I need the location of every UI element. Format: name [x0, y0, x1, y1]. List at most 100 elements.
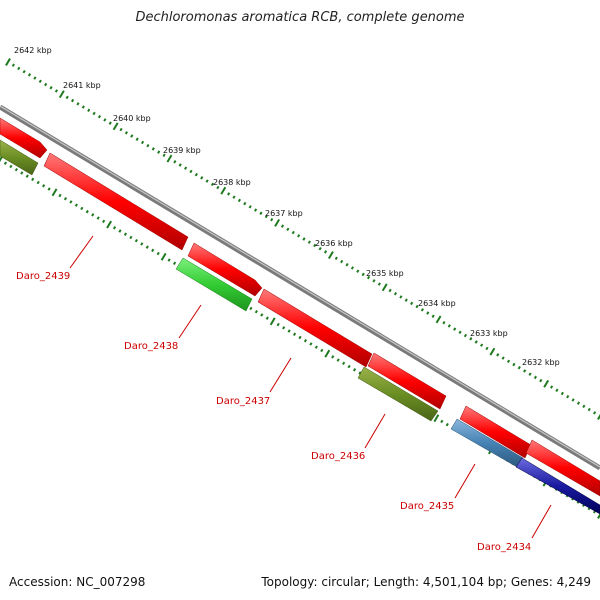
minor-tick [253, 208, 258, 212]
gene-feature-navy[interactable] [515, 457, 600, 515]
minor-tick [334, 256, 338, 261]
scale-labels: 2642 kbp 2641 kbp 2640 kbp 2639 kbp 2638… [14, 46, 560, 367]
minor-tick [496, 353, 500, 357]
minor-tick [140, 140, 145, 145]
minor-tick [140, 242, 144, 246]
minor-tick [216, 185, 220, 190]
minor-tick [17, 66, 21, 71]
gene-feature-red[interactable] [0, 117, 48, 159]
genome-backbone [0, 104, 600, 471]
gene-feature-red[interactable] [525, 439, 600, 497]
minor-tick [270, 217, 274, 222]
minor-tick [399, 295, 403, 299]
major-tick [274, 218, 281, 227]
minor-tick [254, 309, 258, 314]
minor-tick [302, 237, 306, 241]
minor-tick [11, 63, 15, 67]
minor-tick [194, 172, 198, 177]
gene-feature-red[interactable] [257, 288, 373, 368]
minor-tick [134, 238, 138, 243]
gene-feature-red[interactable] [43, 152, 189, 251]
minor-tick [112, 226, 117, 230]
minor-tick [587, 407, 591, 412]
gene-labels: Daro_2439 Daro_2438 Daro_2437 Daro_2436 … [16, 271, 531, 553]
minor-tick [38, 79, 42, 84]
minor-tick [523, 369, 527, 373]
minor-tick [555, 388, 559, 392]
gene-feature-red[interactable] [367, 352, 447, 410]
minor-tick [347, 364, 351, 369]
minor-tick [259, 211, 263, 215]
minor-tick [145, 245, 149, 249]
minor-tick [309, 342, 313, 346]
minor-tick [350, 266, 355, 270]
minor-tick [248, 205, 252, 209]
minor-tick [157, 150, 161, 154]
minor-tick [372, 279, 376, 283]
minor-tick [320, 348, 324, 353]
minor-tick [167, 258, 171, 262]
minor-tick [189, 169, 193, 174]
minor-tick [297, 234, 301, 238]
gene-feature-green[interactable] [175, 257, 253, 312]
major-tick [5, 58, 11, 66]
minor-tick [119, 127, 123, 132]
minor-tick [539, 378, 543, 383]
minor-tick [571, 398, 575, 402]
minor-tick [331, 355, 335, 359]
minor-tick [129, 235, 133, 240]
minor-tick [307, 240, 311, 244]
minor-tick [27, 73, 32, 77]
minor-tick [593, 411, 597, 415]
major-tick [597, 513, 600, 519]
minor-tick [445, 422, 449, 427]
minor-tick [287, 329, 291, 333]
scale-label: 2639 kbp [163, 146, 201, 155]
minor-tick [65, 95, 69, 100]
gene-feature-red[interactable] [187, 242, 263, 297]
major-tick [324, 349, 331, 358]
minor-tick [318, 246, 322, 251]
gene-feature-olive[interactable] [0, 139, 39, 176]
minor-tick [264, 214, 268, 219]
minor-tick [533, 375, 537, 380]
minor-tick [440, 419, 444, 424]
major-tick [220, 186, 227, 195]
minor-tick [336, 358, 340, 362]
gene-feature-red[interactable] [459, 405, 532, 459]
minor-tick [44, 82, 48, 87]
minor-tick [151, 147, 155, 151]
gene-feature-olive[interactable] [357, 366, 439, 422]
minor-tick [298, 335, 302, 340]
scale-label: 2642 kbp [14, 46, 52, 55]
scale-label: 2634 kbp [418, 299, 456, 308]
gene-label: Daro_2434 [477, 542, 531, 553]
minor-tick [108, 121, 112, 125]
minor-tick [249, 306, 253, 311]
scale-label: 2640 kbp [113, 114, 151, 123]
minor-tick [323, 250, 328, 254]
minor-tick [42, 184, 46, 188]
minor-tick [314, 345, 318, 349]
minor-tick [36, 180, 40, 185]
minor-tick [173, 160, 177, 164]
gene-label: Daro_2439 [16, 271, 70, 282]
major-tick [269, 317, 276, 326]
minor-tick [151, 248, 155, 253]
minor-tick [146, 143, 150, 148]
minor-tick [243, 201, 247, 206]
minor-tick [582, 404, 586, 409]
major-tick [58, 90, 65, 99]
minor-tick [210, 182, 215, 187]
major-tick [543, 379, 550, 388]
minor-tick [85, 209, 89, 214]
minor-tick [47, 187, 51, 191]
minor-tick [340, 259, 344, 264]
minor-tick [123, 232, 128, 236]
minor-tick [130, 134, 134, 138]
minor-tick [178, 163, 182, 167]
minor-tick [33, 76, 37, 80]
gene-label: Daro_2436 [311, 451, 365, 462]
gene-label: Daro_2437 [216, 396, 270, 407]
minor-tick [172, 261, 177, 265]
